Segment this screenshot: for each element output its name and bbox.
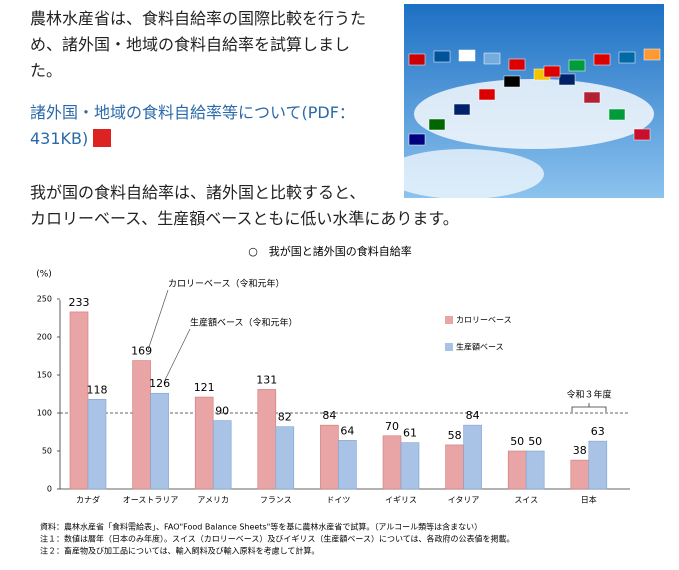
value-label: 63: [591, 425, 605, 438]
bar: [150, 392, 169, 490]
value-label: 84: [322, 409, 336, 422]
value-label: 169: [131, 345, 152, 358]
value-label: 70: [385, 420, 399, 433]
value-label: 126: [149, 377, 170, 390]
value-label: 50: [528, 435, 542, 448]
leader-line: [147, 289, 169, 351]
bar: [275, 426, 295, 490]
bar: [507, 450, 527, 490]
x-tick-label: イタリア: [448, 496, 480, 505]
bar: [257, 389, 277, 490]
annotation: 生産額ベース（令和元年）: [190, 317, 298, 329]
legend-swatch: [445, 316, 453, 324]
x-tick-label: アメリカ: [197, 496, 229, 505]
bar: [132, 360, 151, 490]
chart-title: ○ 我が国と諸外国の食料自給率: [248, 244, 412, 258]
link-text[interactable]: 諸外国・地域の食料自給率等について(PDF：431KB): [30, 103, 355, 148]
y-tick-label: 100: [37, 409, 52, 418]
legend-label: カロリーベース: [456, 316, 512, 325]
annotation: 令和３年度: [566, 389, 611, 401]
y-tick-label: 150: [37, 371, 52, 380]
value-label: 50: [510, 435, 524, 448]
x-tick-label: カナダ: [76, 495, 100, 505]
value-label: 233: [69, 296, 90, 309]
value-label: 61: [403, 427, 417, 440]
note: 資料：農林水産省「食料需給表」、FAO"Food Balance Sheets"…: [40, 522, 482, 532]
value-label: 90: [215, 405, 229, 418]
value-label: 64: [340, 424, 354, 437]
bar: [320, 424, 339, 490]
value-label: 58: [448, 429, 462, 442]
bar: [463, 424, 482, 490]
bar: [588, 440, 608, 490]
value-label: 82: [278, 411, 292, 424]
note: 注１：数値は暦年（日本のみ年度）。スイス（カロリーベース）及びイギリス（生産額ベ…: [40, 534, 515, 544]
summary-line: 我が国の食料自給率は、諸外国と比較すると、: [30, 183, 366, 202]
value-label: 118: [87, 383, 108, 396]
x-tick-label: オーストラリア: [123, 496, 179, 505]
leader-line: [164, 328, 191, 381]
note: 注２：畜産物及び加工品については、輸入飼料及び輸入原料を考慮して計算。: [40, 546, 319, 556]
pdf-link[interactable]: 諸外国・地域の食料自給率等について(PDF：431KB): [30, 100, 380, 152]
summary: 我が国の食料自給率は、諸外国と比較すると、カロリーベース、生産額ベースともに低い…: [30, 180, 459, 232]
summary-line: カロリーベース、生産額ベースともに低い水準にあります。: [30, 209, 459, 228]
value-label: 84: [466, 409, 480, 422]
bar: [194, 396, 214, 490]
value-label: 131: [256, 373, 277, 386]
bar: [570, 459, 590, 490]
bar: [445, 444, 464, 490]
bar: [87, 399, 107, 490]
bar: [525, 450, 545, 490]
y-tick-label: 200: [37, 333, 52, 342]
legend-swatch: [445, 343, 453, 351]
x-tick-label: ドイツ: [326, 496, 350, 505]
x-tick-label: 日本: [581, 495, 597, 505]
flags-image: [404, 4, 664, 198]
y-tick-label: 50: [42, 447, 52, 456]
pdf-icon: [93, 129, 112, 147]
intro: 農林水産省は、食料自給率の国際比較を行うため、諸外国・地域の食料自給率を試算しま…: [30, 9, 367, 80]
bar: [212, 420, 232, 490]
bracket: [571, 403, 607, 412]
bar: [338, 440, 357, 490]
annotation: カロリーベース（令和元年）: [168, 278, 285, 290]
x-tick-label: フランス: [260, 496, 292, 505]
y-tick-label: 0: [47, 485, 52, 494]
y-axis-label: (%): [36, 270, 52, 280]
legend-label: 生産額ベース: [456, 342, 504, 352]
value-label: 38: [573, 444, 587, 457]
x-tick-label: イギリス: [385, 496, 417, 505]
bar: [400, 442, 420, 490]
bar: [382, 435, 402, 490]
bar: [69, 311, 89, 490]
x-tick-label: スイス: [514, 496, 538, 505]
y-tick-label: 250: [37, 295, 52, 304]
value-label: 121: [194, 381, 215, 394]
